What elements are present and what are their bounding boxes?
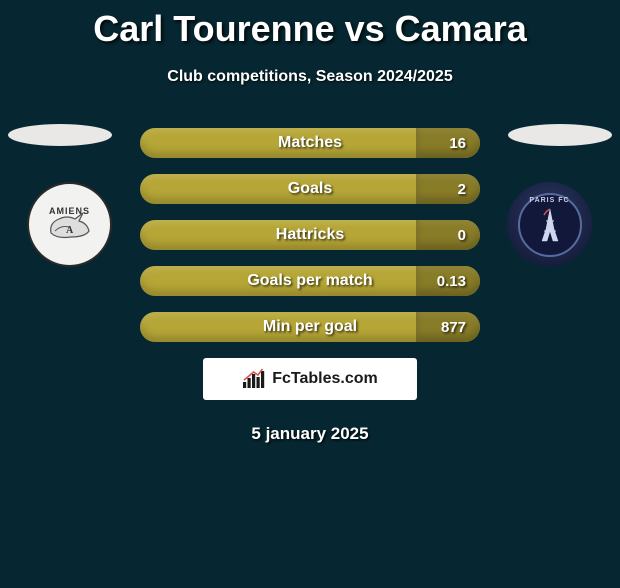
stats-table: Matches 16 Goals 2 Hattricks 0 Goals per… bbox=[140, 128, 480, 342]
stat-value: 2 bbox=[458, 181, 466, 198]
stat-label: Goals per match bbox=[247, 272, 372, 290]
subtitle: Club competitions, Season 2024/2025 bbox=[0, 68, 620, 86]
stat-label: Min per goal bbox=[263, 318, 357, 336]
page-title: Carl Tourenne vs Camara bbox=[0, 8, 620, 50]
main-row: AMIENS A PARIS FC Matches 16 bbox=[0, 128, 620, 444]
stat-cap bbox=[416, 220, 480, 250]
stat-row-hattricks: Hattricks 0 bbox=[140, 220, 480, 250]
stat-value: 0 bbox=[458, 227, 466, 244]
stat-cap bbox=[416, 128, 480, 158]
eiffel-tower-icon bbox=[540, 207, 560, 243]
player-photo-left bbox=[8, 124, 112, 146]
stat-label: Goals bbox=[288, 180, 332, 198]
club-badge-right-label: PARIS FC bbox=[529, 197, 569, 204]
brand-box[interactable]: FcTables.com bbox=[203, 358, 417, 400]
stat-row-goals: Goals 2 bbox=[140, 174, 480, 204]
brand-text: FcTables.com bbox=[272, 370, 378, 388]
player-photo-right bbox=[508, 124, 612, 146]
stat-row-matches: Matches 16 bbox=[140, 128, 480, 158]
stat-value: 877 bbox=[441, 319, 466, 336]
club-badge-left: AMIENS A bbox=[27, 182, 112, 267]
stat-value: 0.13 bbox=[437, 273, 466, 290]
club-badge-right: PARIS FC bbox=[507, 182, 592, 267]
stat-value: 16 bbox=[449, 135, 466, 152]
amiens-unicorn-icon: A bbox=[45, 209, 95, 241]
bar-chart-icon bbox=[242, 368, 266, 390]
stat-label: Matches bbox=[278, 134, 342, 152]
stat-cap bbox=[416, 174, 480, 204]
stat-row-min-per-goal: Min per goal 877 bbox=[140, 312, 480, 342]
stat-row-goals-per-match: Goals per match 0.13 bbox=[140, 266, 480, 296]
date-label: 5 january 2025 bbox=[0, 424, 620, 444]
stat-label: Hattricks bbox=[276, 226, 344, 244]
svg-text:A: A bbox=[66, 225, 74, 236]
